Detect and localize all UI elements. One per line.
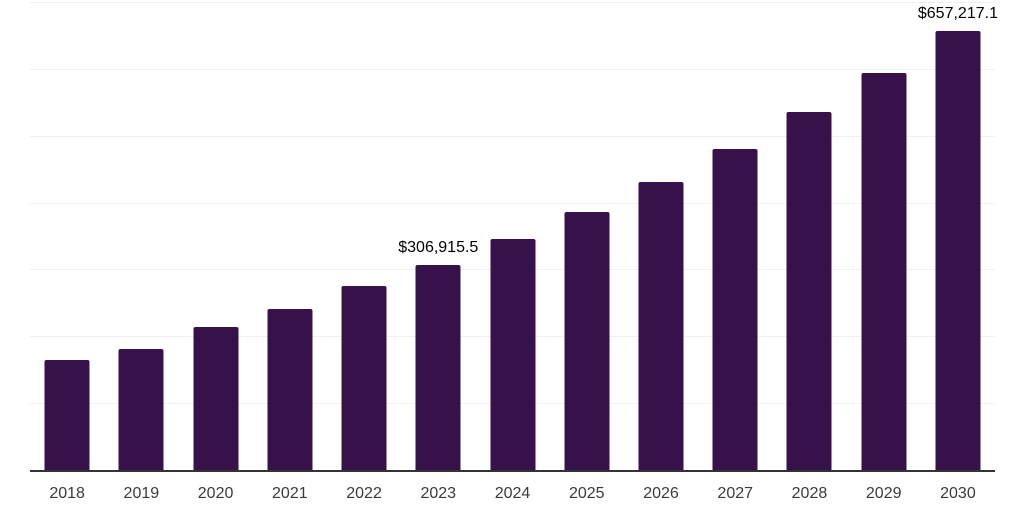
bar-2024 [490, 239, 536, 470]
gridline [30, 135, 995, 137]
value-label-2023: $306,915.5 [398, 238, 479, 256]
band-2028 [772, 2, 846, 470]
bar-2025 [564, 211, 610, 470]
bar-2027 [712, 149, 758, 470]
x-axis-label-2028: 2028 [791, 485, 828, 502]
bar-2028 [786, 111, 832, 470]
band-2023: $306,915.5 [398, 2, 479, 470]
x-axis-label-2029: 2029 [865, 485, 902, 502]
band-2019 [104, 2, 178, 470]
band-2021 [253, 2, 327, 470]
x-axis-line [30, 470, 995, 472]
x-axis-label-2020: 2020 [197, 485, 234, 502]
bar-2021 [267, 308, 313, 470]
bar-2022 [341, 286, 387, 470]
x-axis-label-2025: 2025 [568, 485, 605, 502]
band-2018 [30, 2, 104, 470]
bar-2030 [935, 30, 981, 470]
bar-2019 [118, 348, 164, 470]
band-2027 [698, 2, 772, 470]
gridline [30, 202, 995, 204]
x-axis-label-2021: 2021 [272, 485, 308, 502]
band-2025 [550, 2, 624, 470]
x-axis-label-2019: 2019 [123, 485, 160, 502]
gridline [30, 2, 995, 3]
bar-2029 [861, 72, 907, 470]
band-2026 [624, 2, 698, 470]
plot-area: $306,915.5 $657,217.1 [30, 2, 998, 470]
bar-2020 [193, 327, 239, 470]
bar-series: $306,915.5 $657,217.1 [30, 2, 998, 470]
bar-2023 [415, 264, 461, 470]
x-axis-label-2026: 2026 [643, 485, 679, 502]
bar-2026 [638, 181, 684, 470]
bar-2018 [44, 360, 90, 470]
band-2029 [847, 2, 921, 470]
x-axis-label-2024: 2024 [494, 485, 531, 502]
x-axis-label-2022: 2022 [346, 485, 382, 502]
value-label-2030: $657,217.1 [917, 4, 998, 22]
band-2030: $657,217.1 [917, 2, 998, 470]
band-2022 [327, 2, 401, 470]
x-axis-label-2018: 2018 [49, 485, 85, 502]
x-axis-label-2030: 2030 [940, 485, 976, 502]
x-axis-label-2027: 2027 [717, 485, 754, 502]
x-axis-label-2023: 2023 [420, 485, 457, 502]
gridline [30, 68, 995, 70]
band-2020 [178, 2, 252, 470]
x-axis-labels: 2018 2019 2020 2021 2022 2023 2024 2025 2026 2027… [30, 484, 995, 504]
band-2024 [475, 2, 549, 470]
